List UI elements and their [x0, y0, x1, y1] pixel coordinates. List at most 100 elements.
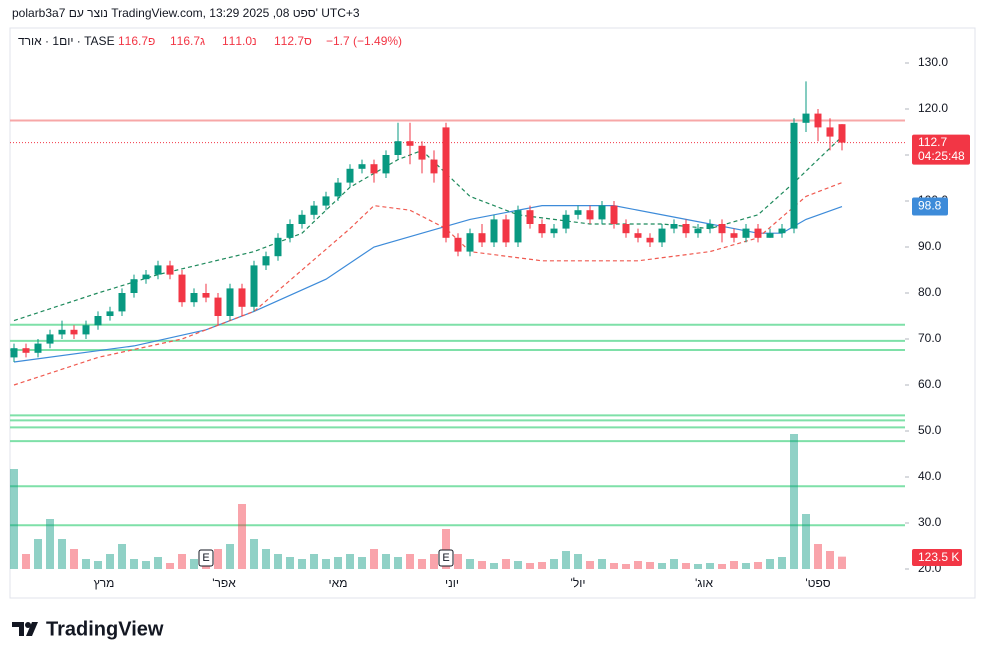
candle-body — [454, 237, 462, 252]
volume-bar — [394, 557, 402, 569]
volume-bar — [454, 554, 462, 569]
volume-bar — [610, 563, 618, 569]
volume-bar — [154, 557, 162, 569]
earnings-label: E — [202, 552, 209, 564]
volume-bar — [238, 504, 246, 569]
logo — [12, 622, 38, 636]
y-tick-label: 30.0 — [918, 515, 942, 529]
candle-body — [118, 293, 126, 312]
candle-body — [106, 311, 114, 316]
price-badge — [912, 134, 970, 165]
earnings-box — [198, 549, 214, 567]
volume-bar — [526, 563, 534, 569]
logo-mark — [26, 622, 38, 636]
candle-body — [142, 274, 150, 280]
volume-bar — [190, 559, 198, 569]
volume-bar — [334, 557, 342, 569]
candle-body — [166, 265, 174, 275]
volume-bar — [790, 434, 798, 569]
candle-body — [250, 265, 258, 307]
volume-bar — [478, 561, 486, 569]
volume-bar — [382, 554, 390, 569]
plot: EE20.030.040.050.060.070.080.090.0100.01… — [10, 55, 970, 590]
earnings-label: E — [442, 552, 449, 564]
frame — [9, 27, 976, 599]
ohlc-legend: פ116.7 ג116.7 נ111.0 ס112.7 −1.7 (−1.49%) — [118, 34, 402, 48]
volume-bar — [490, 563, 498, 569]
candle-body — [826, 127, 834, 137]
volume-bar — [502, 559, 510, 569]
candle-body — [586, 210, 594, 220]
volume-bar — [226, 544, 234, 569]
volume-bar — [250, 539, 258, 569]
logo-mark — [12, 622, 24, 636]
volume-bar — [142, 561, 150, 569]
volume-bar — [562, 551, 570, 569]
candle-body — [82, 325, 90, 335]
x-tick-label: ספט' — [805, 576, 830, 590]
candle-body — [490, 219, 498, 243]
volume-label: 123.5 K — [918, 550, 959, 564]
candle-body — [34, 343, 42, 353]
candle-body — [754, 228, 762, 238]
volume-bar — [262, 549, 270, 569]
volume-bar — [466, 559, 474, 569]
candle-body — [274, 237, 282, 257]
y-tick-label: 70.0 — [918, 331, 942, 345]
candle-body — [802, 113, 810, 123]
ohlc-value: נ111.0 — [222, 34, 257, 48]
volume-bar — [658, 563, 666, 569]
volume-bar — [274, 554, 282, 569]
candle-body — [154, 265, 162, 275]
volume-bar — [778, 557, 786, 569]
volume-bar — [322, 559, 330, 569]
x-tick-label: אפר' — [212, 576, 236, 590]
candle-body — [70, 329, 78, 335]
candle-body — [382, 155, 390, 174]
candle-body — [58, 329, 66, 335]
candle-body — [286, 224, 294, 238]
candle-body — [310, 205, 318, 215]
volume-bar — [682, 563, 690, 569]
candle-body — [226, 288, 234, 316]
volume-bar — [838, 556, 846, 569]
x-tick-label: מאי — [329, 576, 348, 590]
volume-bar — [106, 554, 114, 569]
volume-bar — [538, 562, 546, 569]
candle-body — [646, 237, 654, 243]
candle-body — [322, 196, 330, 206]
candle-body — [478, 233, 486, 243]
candle-body — [538, 224, 546, 234]
volume-bar — [46, 519, 54, 569]
ohlc-value: ג116.7 — [170, 34, 205, 48]
candle-body — [706, 224, 714, 229]
volume-bar — [178, 554, 186, 569]
candle-body — [730, 233, 738, 238]
volume-bar — [634, 561, 642, 569]
volume-bar — [754, 562, 762, 569]
volume-bar — [34, 539, 42, 569]
volume-bar — [286, 557, 294, 569]
candle-body — [742, 228, 750, 238]
logo-mark — [25, 622, 31, 628]
candle-body — [622, 224, 630, 234]
volume-bar — [166, 563, 174, 569]
volume-bar — [370, 549, 378, 569]
volume-bar — [802, 514, 810, 569]
x-tick-label: אוג' — [695, 576, 713, 590]
volume-bar — [10, 469, 18, 569]
volume-bar — [574, 554, 582, 569]
candle-body — [370, 164, 378, 174]
ohlc-value: ס112.7 — [274, 34, 312, 48]
volume-bar — [94, 561, 102, 569]
volume-bar — [406, 554, 414, 569]
volume-bar — [742, 563, 750, 569]
volume-bar — [766, 559, 774, 569]
candle-body — [694, 228, 702, 234]
indicator-line — [13, 136, 843, 322]
candle-body — [526, 210, 534, 224]
candle-body — [634, 233, 642, 238]
candle-body — [406, 141, 414, 146]
y-tick-label: 50.0 — [918, 423, 942, 437]
